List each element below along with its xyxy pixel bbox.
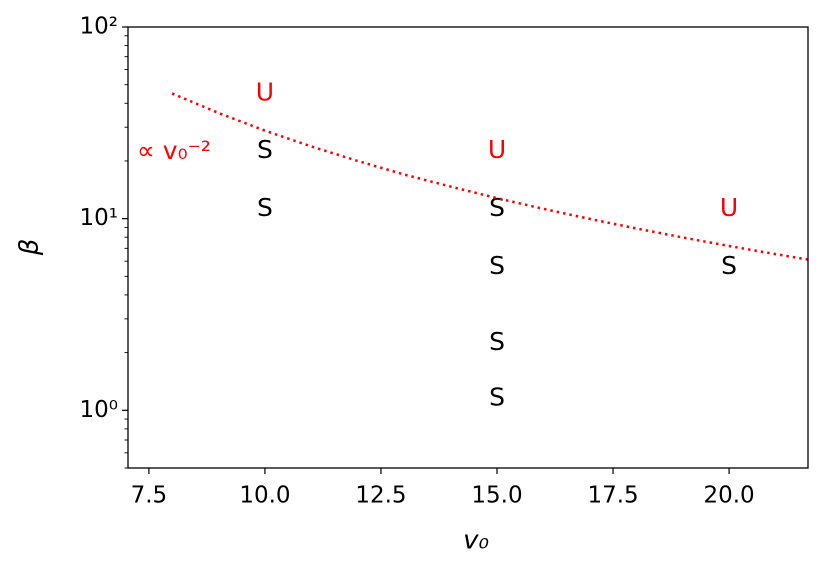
- x-tick-label: 20.0: [703, 483, 754, 509]
- x-tick-label: 15.0: [471, 483, 522, 509]
- point-marker: S: [489, 327, 505, 356]
- y-axis-label: β: [15, 239, 45, 257]
- point-marker: S: [489, 383, 505, 412]
- point-marker: S: [489, 251, 505, 280]
- point-marker: S: [257, 193, 273, 222]
- point-marker: U: [256, 77, 274, 106]
- annotation: ∝ v₀⁻²: [137, 136, 211, 165]
- plot-frame: [127, 26, 809, 469]
- x-tick-label: 10.0: [239, 483, 290, 509]
- point-marker: U: [720, 193, 738, 222]
- y-tick-label: 10⁰: [80, 397, 119, 423]
- fit-curve: [171, 92, 808, 261]
- x-tick-label: 17.5: [587, 483, 638, 509]
- point-marker: U: [488, 135, 506, 164]
- x-axis-label: v₀: [463, 526, 489, 556]
- x-tick-label: 12.5: [355, 483, 406, 509]
- y-tick-label: 10¹: [80, 205, 119, 231]
- y-tick-label: 10²: [80, 14, 119, 40]
- point-marker: S: [721, 251, 737, 280]
- point-marker: S: [489, 193, 505, 222]
- x-tick-label: 7.5: [131, 483, 168, 509]
- point-marker: S: [257, 135, 273, 164]
